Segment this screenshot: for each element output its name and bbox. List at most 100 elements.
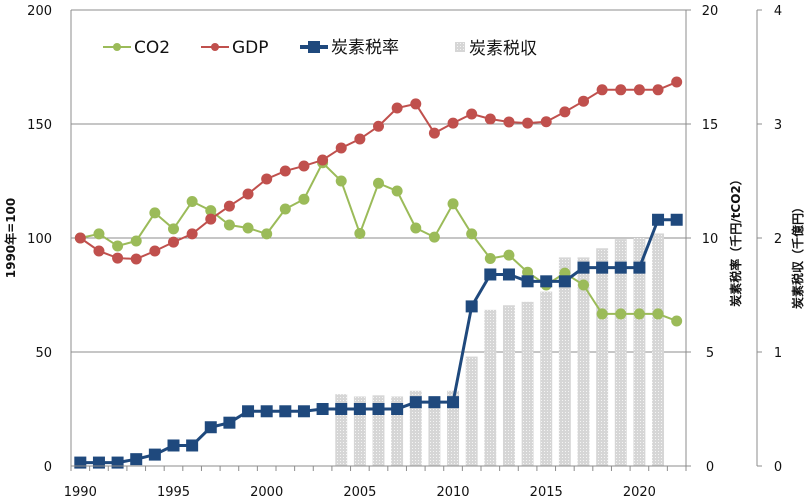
bar-tax-revenue (353, 396, 366, 466)
marker-炭素税率 (316, 403, 329, 415)
marker-炭素税率 (92, 456, 105, 469)
marker-炭素税率 (428, 396, 441, 409)
x-tick-label: 2000 (250, 485, 283, 500)
marker-GDP (261, 173, 273, 185)
x-tick-label: 2010 (436, 485, 469, 500)
marker-GDP (168, 236, 179, 248)
marker-炭素税率 (484, 268, 497, 281)
y-right2-tick-label: 0 (774, 460, 782, 475)
legend-label: 炭素税率 (331, 38, 399, 58)
marker-GDP (223, 200, 235, 212)
marker-CO2 (261, 228, 273, 240)
marker-GDP (112, 252, 124, 264)
marker-炭素税率 (372, 403, 385, 415)
x-tick-label: 1990 (64, 485, 97, 500)
bar-tax-revenue (447, 390, 460, 466)
marker-GDP (522, 117, 534, 129)
marker-炭素税率 (111, 456, 124, 469)
marker-GDP (130, 253, 142, 265)
marker-GDP (447, 117, 459, 129)
y-left-tick-label: 100 (27, 232, 52, 247)
marker-CO2 (168, 223, 179, 235)
marker-CO2 (615, 308, 627, 320)
marker-GDP (596, 84, 608, 96)
marker-CO2 (335, 175, 347, 187)
y-left-tick-label: 0 (44, 460, 52, 475)
marker-CO2 (671, 315, 683, 327)
marker-GDP (335, 142, 347, 154)
marker-GDP (391, 102, 403, 114)
marker-GDP (559, 106, 571, 118)
marker-GDP (578, 95, 589, 107)
marker-CO2 (633, 308, 645, 320)
bar-tax-revenue (391, 396, 404, 466)
marker-CO2 (428, 231, 440, 243)
marker-GDP (317, 154, 329, 166)
marker-CO2 (391, 185, 403, 197)
y-right2-tick-label: 1 (774, 346, 782, 361)
marker-GDP (540, 116, 552, 128)
y-right1-label: 炭素税率（千円/tCO2） (728, 173, 743, 306)
bar-tax-revenue (428, 397, 441, 466)
marker-GDP (149, 245, 161, 257)
y-left-tick-label: 50 (35, 346, 52, 361)
marker-炭素税率 (260, 405, 273, 418)
marker-炭素税率 (447, 396, 460, 409)
marker-CO2 (484, 253, 496, 265)
marker-CO2 (522, 266, 534, 278)
marker-CO2 (242, 222, 254, 234)
marker-CO2 (578, 279, 589, 291)
marker-炭素税率 (614, 261, 627, 274)
marker-炭素税率 (521, 275, 534, 288)
marker-炭素税率 (279, 405, 292, 418)
marker-GDP (671, 76, 683, 88)
marker-炭素税率 (633, 261, 646, 274)
marker-炭素税率 (130, 453, 143, 466)
marker-CO2 (354, 227, 366, 239)
legend-label: 炭素税収 (469, 39, 537, 59)
marker-GDP (615, 84, 627, 96)
bar-tax-revenue (484, 309, 497, 466)
marker-GDP (410, 98, 422, 110)
marker-炭素税率 (242, 405, 255, 418)
bar-tax-revenue (372, 395, 385, 466)
legend-label: GDP (232, 38, 269, 58)
bar-tax-revenue (335, 394, 348, 466)
marker-CO2 (205, 205, 217, 217)
marker-GDP (484, 113, 496, 125)
marker-炭素税率 (577, 261, 590, 274)
y-left-label: 1990年=100 (3, 198, 18, 279)
y-right2-tick-label: 4 (774, 4, 782, 19)
marker-GDP (279, 165, 291, 177)
marker-CO2 (279, 203, 291, 215)
bar-tax-revenue (596, 248, 609, 466)
x-tick-label: 2015 (530, 485, 563, 500)
marker-CO2 (596, 308, 608, 320)
marker-炭素税率 (409, 396, 422, 409)
marker-CO2 (447, 198, 459, 210)
marker-炭素税率 (74, 456, 87, 469)
marker-炭素税率 (223, 416, 236, 429)
marker-CO2 (652, 308, 664, 320)
marker-CO2 (186, 196, 198, 208)
marker-GDP (466, 108, 478, 120)
marker-CO2 (503, 249, 515, 261)
marker-GDP (298, 160, 310, 172)
marker-GDP (354, 133, 366, 145)
marker-炭素税率 (465, 300, 478, 313)
marker-CO2 (466, 228, 478, 240)
y-right2-tick-label: 2 (774, 232, 782, 247)
y-right2-tick-label: 3 (774, 118, 782, 133)
marker-炭素税率 (391, 403, 404, 415)
x-tick-label: 1995 (157, 485, 190, 500)
marker-炭素税率 (353, 403, 366, 415)
series-lines (74, 76, 683, 469)
bars-tax-revenue (335, 233, 665, 466)
marker-炭素税率 (540, 275, 553, 288)
bar-tax-revenue (558, 257, 571, 466)
y-right1-tick-label: 15 (702, 118, 719, 133)
legend-marker (211, 43, 219, 51)
x-tick-label: 2020 (623, 485, 656, 500)
bar-tax-revenue (465, 356, 478, 466)
marker-炭素税率 (204, 421, 217, 434)
